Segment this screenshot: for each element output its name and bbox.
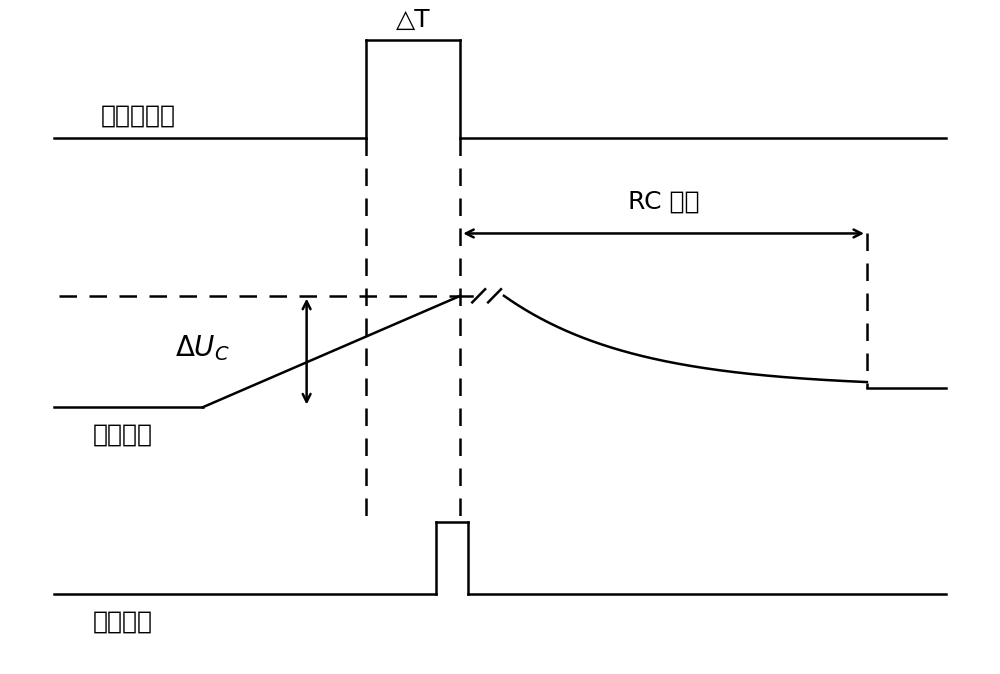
Text: 输入窄脉冲: 输入窄脉冲	[101, 103, 176, 127]
Text: $\Delta U_C$: $\Delta U_C$	[175, 334, 230, 363]
Text: RC 放电: RC 放电	[628, 190, 699, 214]
Text: △T: △T	[396, 8, 431, 32]
Text: 采样脉冲: 采样脉冲	[93, 610, 153, 634]
Text: 电容电压: 电容电压	[93, 423, 153, 447]
